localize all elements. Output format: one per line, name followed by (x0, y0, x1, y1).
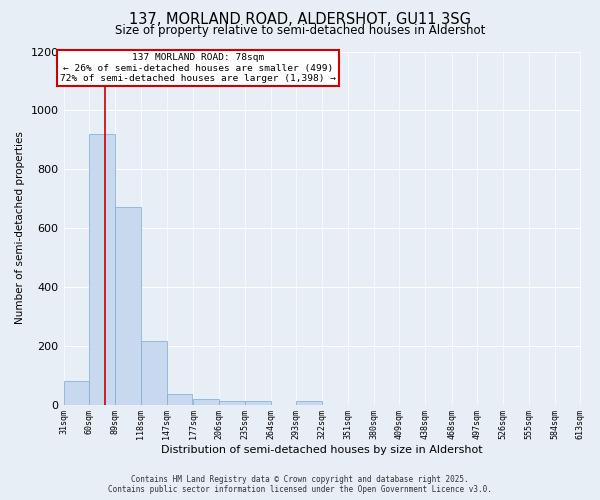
Bar (296, 401, 322, 404)
Text: 137 MORLAND ROAD: 78sqm
← 26% of semi-detached houses are smaller (499)
72% of s: 137 MORLAND ROAD: 78sqm ← 26% of semi-de… (60, 54, 336, 83)
Bar (89, 134, 115, 404)
Bar (193, 398, 219, 404)
Y-axis label: Number of semi-detached properties: Number of semi-detached properties (15, 132, 25, 324)
Bar (64, 381, 89, 404)
Bar (167, 394, 193, 404)
Bar (219, 401, 245, 404)
Text: 137, MORLAND ROAD, ALDERSHOT, GU11 3SG: 137, MORLAND ROAD, ALDERSHOT, GU11 3SG (129, 12, 471, 28)
Bar (245, 401, 271, 404)
Bar (115, 208, 141, 404)
Bar (141, 342, 167, 404)
Text: Contains HM Land Registry data © Crown copyright and database right 2025.
Contai: Contains HM Land Registry data © Crown c… (108, 474, 492, 494)
X-axis label: Distribution of semi-detached houses by size in Aldershot: Distribution of semi-detached houses by … (161, 445, 483, 455)
Text: Size of property relative to semi-detached houses in Aldershot: Size of property relative to semi-detach… (115, 24, 485, 37)
